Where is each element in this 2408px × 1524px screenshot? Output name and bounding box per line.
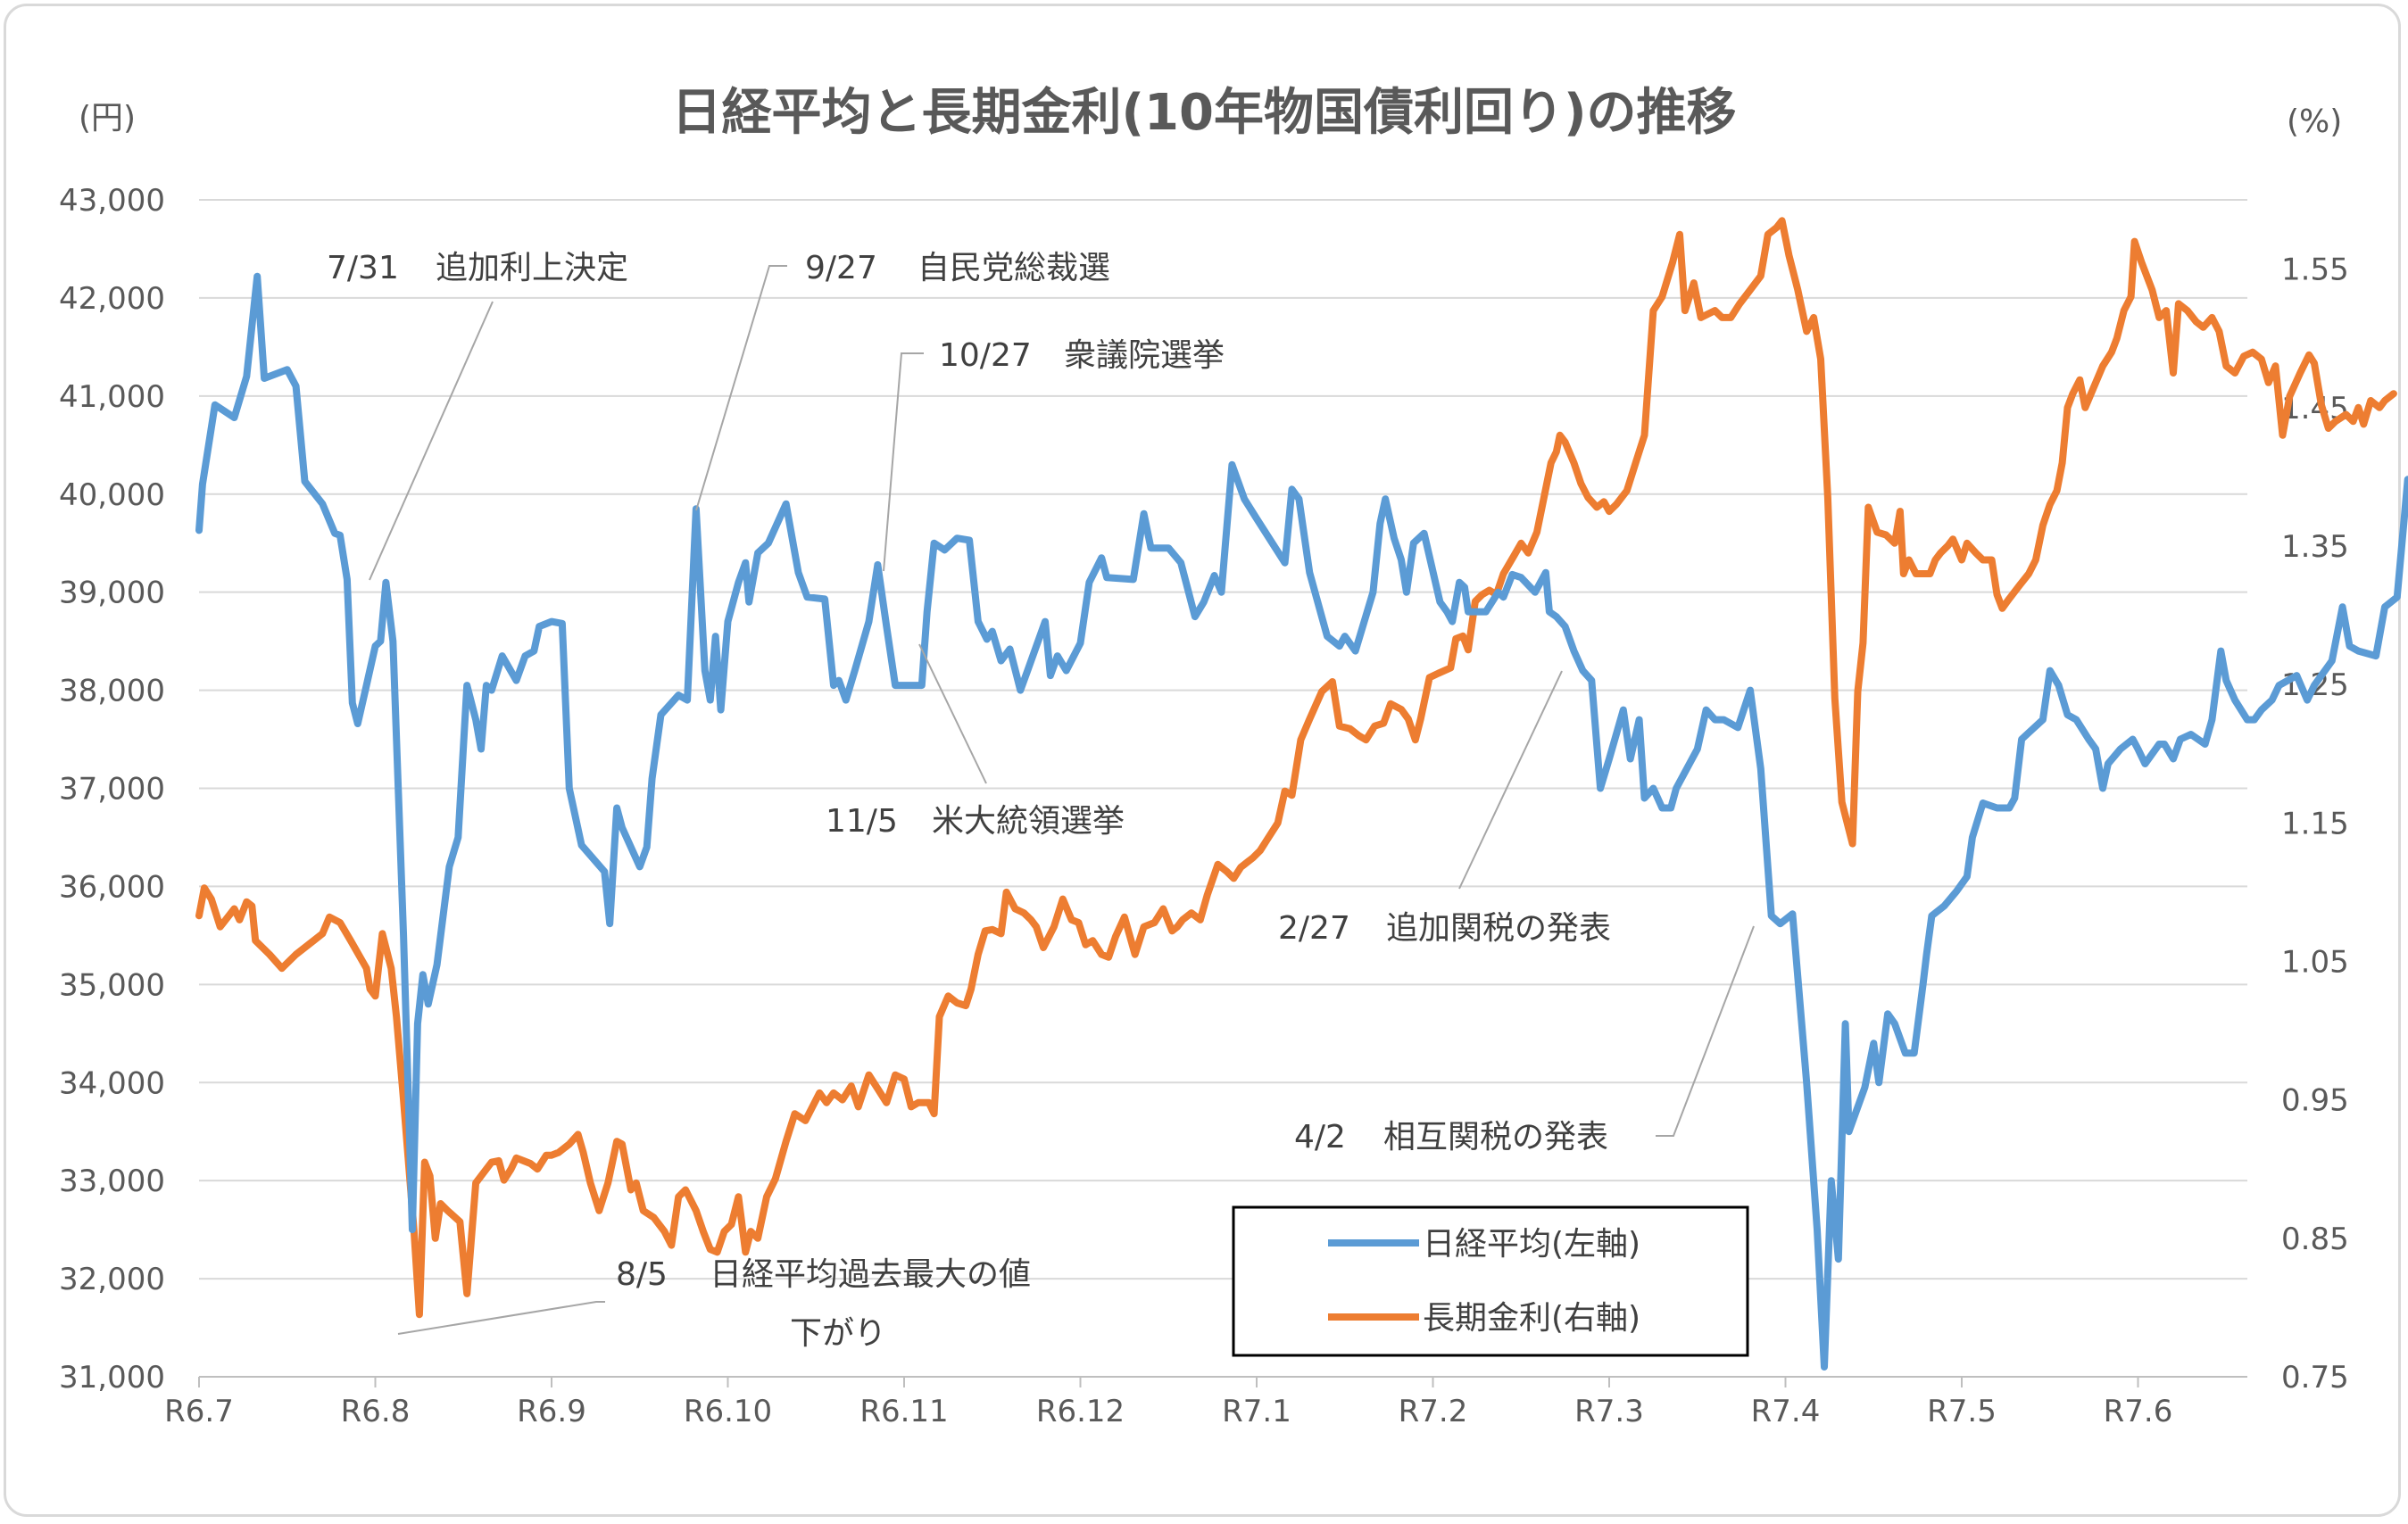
annotation-text-0731: 追加利上決定 <box>436 250 628 286</box>
left-tick-label: 37,000 <box>59 772 165 808</box>
x-axis-ticks: R6.7 R6.8 R6.9 R6.10 R6.11 R6.12 R7.1 R7.2 R7.3 R… <box>164 1377 2172 1429</box>
annotation-date-0227: 2/27 <box>1278 910 1350 947</box>
annotation-date-0927: 9/27 <box>805 250 877 286</box>
right-tick-label: 1.55 <box>2281 253 2349 288</box>
annotation-text-1105: 米大統領選挙 <box>932 803 1125 840</box>
series-group <box>195 217 2408 1371</box>
left-tick-label: 36,000 <box>59 869 165 905</box>
annotation-text-0805-line2: 下がり <box>790 1315 886 1352</box>
annotation-text-0927: 自民党総裁選 <box>918 250 1110 286</box>
right-tick-label: 1.05 <box>2281 944 2349 980</box>
chart-frame <box>4 4 2401 1517</box>
x-tick-label: R6.11 <box>859 1394 948 1429</box>
x-tick-label: R7.4 <box>1751 1394 1821 1429</box>
series-line-rate <box>195 217 2397 1319</box>
annotation-leader-1105 <box>918 643 987 784</box>
annotation-text-0227: 追加関税の発表 <box>1386 910 1611 947</box>
right-tick-label: 0.95 <box>2281 1083 2349 1119</box>
left-axis-unit: (円) <box>79 100 136 137</box>
annotation-date-0731: 7/31 <box>327 250 399 286</box>
annotation-leader-0927 <box>695 265 787 511</box>
annotation-date-0805: 8/5 <box>616 1256 668 1293</box>
right-axis-ticks: 0.750.850.951.051.151.251.351.451.55 <box>2281 253 2349 1396</box>
annotation-text-0402: 相互関税の発表 <box>1383 1119 1608 1155</box>
x-tick-label: R7.3 <box>1574 1394 1644 1429</box>
legend-box <box>1232 1205 1749 1357</box>
annotation-leader-1027 <box>883 352 924 572</box>
left-tick-label: 41,000 <box>59 379 165 415</box>
right-tick-label: 1.35 <box>2281 529 2349 565</box>
series-line-nikkei <box>195 272 2408 1371</box>
x-tick-label: R6.10 <box>684 1394 772 1429</box>
right-axis-unit: (%) <box>2287 104 2342 140</box>
left-tick-label: 33,000 <box>59 1164 165 1199</box>
right-tick-label: 0.85 <box>2281 1222 2349 1257</box>
annotation-leader-0731 <box>369 301 494 581</box>
x-tick-label: R7.2 <box>1399 1394 1468 1429</box>
x-tick-label: R6.8 <box>341 1394 411 1429</box>
x-tick-label: R6.12 <box>1036 1394 1125 1429</box>
x-tick-label: R6.7 <box>164 1394 234 1429</box>
x-tick-label: R7.5 <box>1927 1394 1997 1429</box>
annotation-date-1105: 11/5 <box>826 803 898 840</box>
annotation-text-0805: 日経平均過去最大の値 <box>710 1256 1031 1293</box>
left-tick-label: 43,000 <box>59 183 165 219</box>
legend-label-nikkei: 日経平均(左軸) <box>1423 1226 1640 1263</box>
left-tick-label: 42,000 <box>59 281 165 317</box>
annotation-leader-0402 <box>1656 925 1755 1137</box>
annotation-date-1027: 10/27 <box>939 337 1032 374</box>
right-tick-label: 1.15 <box>2281 806 2349 841</box>
legend: 日経平均(左軸) 長期金利(右軸) <box>1232 1205 1749 1357</box>
annotation-leader-0227 <box>1458 670 1563 890</box>
chart-title: 日経平均と長期金利(10年物国債利回り)の推移 <box>671 84 1736 142</box>
annotation-text-1027: 衆議院選挙 <box>1064 337 1225 374</box>
gridlines <box>199 199 2247 1378</box>
left-tick-label: 32,000 <box>59 1262 165 1297</box>
left-tick-label: 35,000 <box>59 967 165 1003</box>
x-tick-label: R7.6 <box>2104 1394 2173 1429</box>
x-tick-label: R7.1 <box>1222 1394 1291 1429</box>
right-tick-label: 0.75 <box>2281 1360 2349 1396</box>
left-axis-ticks: 31,000 32,000 33,000 34,000 35,000 36,000 37,0… <box>59 183 165 1396</box>
left-tick-label: 40,000 <box>59 477 165 513</box>
left-tick-label: 38,000 <box>59 674 165 709</box>
x-tick-label: R6.9 <box>517 1394 586 1429</box>
left-tick-label: 34,000 <box>59 1065 165 1101</box>
left-tick-label: 39,000 <box>59 576 165 611</box>
annotation-leader-0805 <box>397 1301 605 1335</box>
annotation-date-0402: 4/2 <box>1294 1119 1346 1155</box>
left-tick-label: 31,000 <box>59 1360 165 1396</box>
annotations: 7/31 追加利上決定 9/27 自民党総裁選 10/27 衆議院選挙 11/5… <box>327 250 1755 1352</box>
legend-label-rate: 長期金利(右軸) <box>1423 1300 1640 1337</box>
